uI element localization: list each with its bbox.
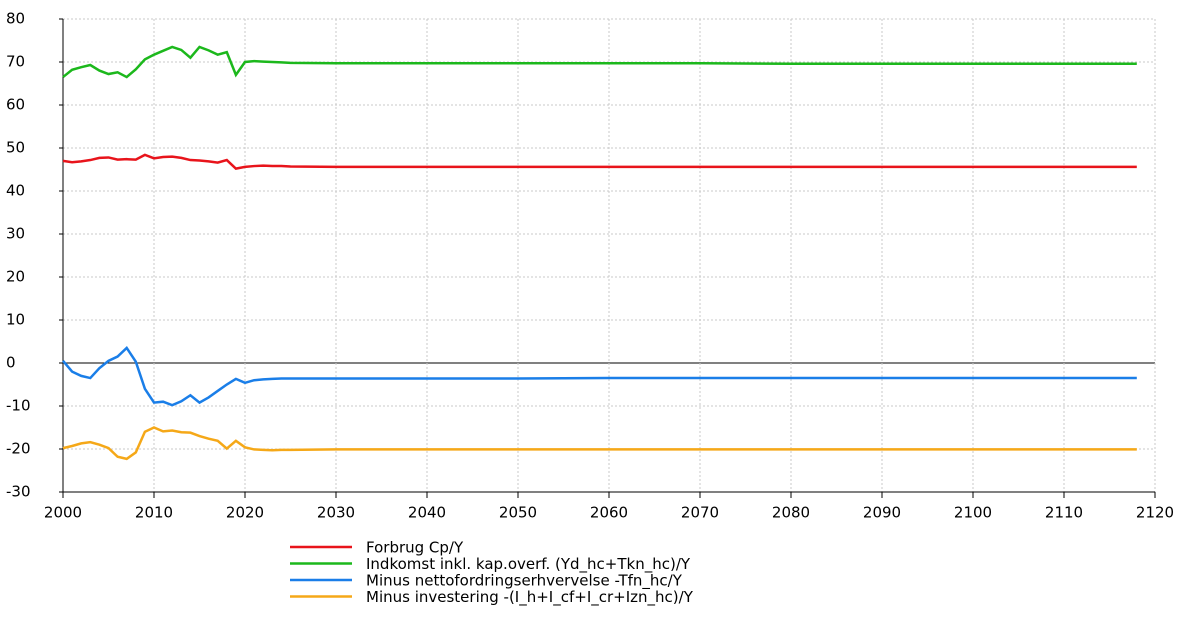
- y-tick-label: 40: [6, 182, 25, 200]
- y-tick-label: 30: [6, 225, 25, 243]
- x-tick-label: 2020: [226, 504, 264, 522]
- y-tick-label: 20: [6, 268, 25, 286]
- x-tick-label: 2090: [863, 504, 901, 522]
- x-tick-label: 2100: [954, 504, 992, 522]
- legend-label: Forbrug Cp/Y: [366, 539, 464, 557]
- legend-label: Minus investering -(I_h+I_cf+I_cr+Izn_hc…: [366, 588, 694, 607]
- series-line: [62, 153, 1137, 170]
- x-tick-label: 2110: [1045, 504, 1083, 522]
- series-line: [62, 426, 1137, 461]
- x-tick-label: 2040: [408, 504, 446, 522]
- y-tick-label: 60: [6, 96, 25, 114]
- y-tick-label: 70: [6, 53, 25, 71]
- x-tick-label: 2030: [317, 504, 355, 522]
- x-tick-label: 2010: [135, 504, 173, 522]
- y-tick-label: 10: [6, 311, 25, 329]
- y-tick-label: -20: [6, 440, 31, 458]
- y-tick-label: 0: [6, 354, 16, 372]
- y-tick-label: -30: [6, 483, 31, 501]
- x-tick-label: 2070: [681, 504, 719, 522]
- legend-label: Indkomst inkl. kap.overf. (Yd_hc+Tkn_hc)…: [366, 555, 691, 574]
- y-tick-label: 50: [6, 139, 25, 157]
- series-line: [62, 346, 1137, 407]
- x-tick-label: 2000: [44, 504, 82, 522]
- x-tick-label: 2060: [590, 504, 628, 522]
- y-tick-label: -10: [6, 397, 31, 415]
- x-tick-label: 2080: [772, 504, 810, 522]
- y-tick-label: 80: [6, 10, 25, 28]
- x-tick-label: 2120: [1136, 504, 1174, 522]
- series-line: [62, 45, 1137, 79]
- x-tick-label: 2050: [499, 504, 537, 522]
- legend-label: Minus nettofordringserhvervelse -Tfn_hc/…: [366, 572, 683, 591]
